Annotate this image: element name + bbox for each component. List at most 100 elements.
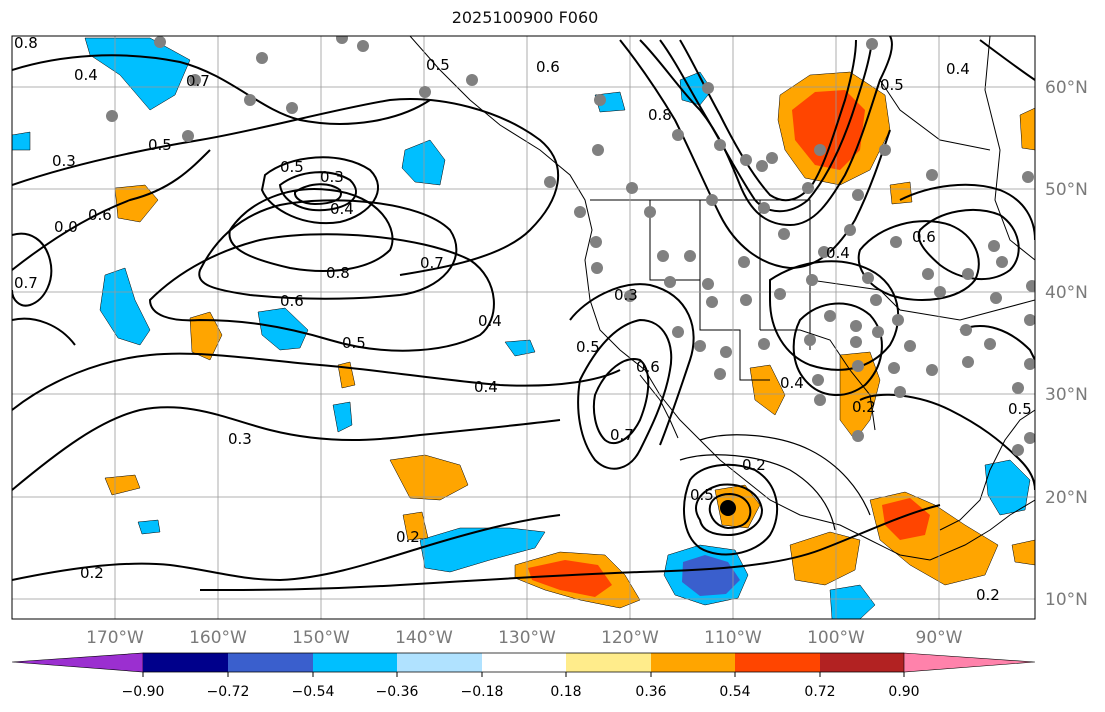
colorbar-tick-label: −0.36 — [376, 684, 419, 700]
negative-patch — [504, 339, 536, 357]
colorbar-tick-label: −0.18 — [461, 684, 504, 700]
positive-patch — [882, 498, 930, 540]
lat-label: 10°N — [1045, 590, 1088, 610]
colorbar-segment — [820, 653, 904, 672]
positive-patch — [402, 511, 429, 541]
contour-label: 0.7 — [610, 426, 634, 444]
longitude-labels: 170°W 160°W 150°W 140°W 130°W 120°W 110°… — [86, 628, 963, 648]
contour-label: 0.5 — [1008, 400, 1032, 418]
contour-label: 0.5 — [280, 158, 304, 176]
contour-label: 0.2 — [852, 398, 876, 416]
contour-label: 0.4 — [780, 374, 804, 392]
map-area: 0.8 0.4 0.3 0.5 0.6 0.7 0.3 0.4 0.5 0.8 … — [12, 34, 1035, 619]
colorbar-segment — [143, 653, 228, 672]
negative-patch — [401, 139, 446, 186]
positive-patch — [1019, 107, 1035, 151]
contour-label: 0.8 — [326, 264, 350, 282]
positive-patch — [839, 351, 881, 441]
lat-label: 20°N — [1045, 488, 1088, 508]
contour-label: 0.5 — [690, 486, 714, 504]
map-frame — [11, 35, 1036, 620]
contour-label: 0.4 — [330, 200, 354, 218]
contour-label: 0.5 — [342, 334, 366, 352]
colorbar-tick-label: −0.90 — [122, 684, 165, 700]
colorbar-segment — [397, 653, 482, 672]
contour-label: 0.6 — [88, 206, 112, 224]
contour-label: 0.4 — [826, 244, 850, 262]
contour-label: 0.6 — [636, 358, 660, 376]
contour-label: 0.6 — [536, 58, 560, 76]
positive-patch — [1011, 539, 1035, 566]
lat-label: 40°N — [1045, 283, 1088, 303]
contour-label: 0.2 — [396, 528, 420, 546]
negative-patch — [12, 131, 31, 151]
colorbar-tick-label: 0.18 — [550, 684, 581, 700]
contour-label: 0.5 — [576, 338, 600, 356]
lon-label: 160°W — [189, 628, 247, 648]
contour-label: 0.4 — [946, 60, 970, 78]
colorbar-segment — [313, 653, 397, 672]
lon-label: 140°W — [395, 628, 453, 648]
positive-patch — [389, 454, 469, 501]
contour-label: 0.2 — [742, 456, 766, 474]
negative-patch — [682, 555, 740, 596]
positive-patch — [789, 531, 861, 586]
lon-label: 130°W — [498, 628, 556, 648]
colorbar-segment — [566, 653, 651, 672]
colorbar-tick-label: 0.90 — [888, 684, 919, 700]
lon-label: 120°W — [601, 628, 659, 648]
contour-label: 0.3 — [228, 430, 252, 448]
plot-title: 2025100900 F060 — [451, 8, 599, 27]
contour-label: 0.2 — [80, 564, 104, 582]
contour-label: 0.5 — [148, 136, 172, 154]
contours — [12, 36, 1035, 591]
thin-contours — [679, 434, 871, 531]
latitude-labels: 60°N 50°N 40°N 30°N 20°N 10°N — [1045, 78, 1088, 610]
negative-patch — [99, 267, 151, 346]
lon-label: 90°W — [916, 628, 963, 648]
contour-label: 0.7 — [420, 254, 444, 272]
cyclone-center-marker — [720, 500, 736, 516]
contour-label: 0.6 — [912, 228, 936, 246]
lat-label: 60°N — [1045, 78, 1088, 98]
contour-label: 0.4 — [474, 378, 498, 396]
positive-patch — [749, 364, 786, 416]
colorbar: −0.90 −0.72 −0.54 −0.36 −0.18 0.18 0.36 … — [11, 652, 1036, 700]
positive-patch — [792, 90, 865, 170]
colorbar-segment — [735, 653, 820, 672]
lon-label: 100°W — [807, 628, 865, 648]
colorbar-segment — [903, 652, 1036, 673]
lon-label: 170°W — [86, 628, 144, 648]
contour-label: 0.7 — [186, 72, 210, 90]
grid — [12, 36, 1035, 619]
colorbar-tick-label: 0.72 — [804, 684, 835, 700]
colorbar-segment — [11, 652, 144, 673]
contour-label: 0.0 — [54, 218, 78, 236]
contour-label: 0.5 — [880, 76, 904, 94]
negative-patch — [332, 401, 353, 433]
colorbar-tick-label: 0.54 — [719, 684, 750, 700]
station-dots — [106, 36, 1035, 456]
contour-label: 0.6 — [280, 292, 304, 310]
positive-patch — [104, 474, 141, 496]
lat-label: 30°N — [1045, 385, 1088, 405]
contour-label: 0.3 — [52, 152, 76, 170]
contour-label: 0.3 — [614, 286, 638, 304]
contour-label: 0.7 — [14, 274, 38, 292]
contour-labels: 0.8 0.4 0.3 0.5 0.6 0.7 0.3 0.4 0.5 0.8 … — [14, 34, 1032, 604]
negative-patch — [137, 519, 161, 535]
contour-label: 0.2 — [976, 586, 1000, 604]
positive-patch — [889, 181, 913, 205]
lon-label: 150°W — [292, 628, 350, 648]
lat-label: 50°N — [1045, 180, 1088, 200]
contour-label: 0.3 — [320, 168, 344, 186]
colorbar-tick-label: −0.72 — [207, 684, 250, 700]
contour-label: 0.8 — [14, 34, 38, 52]
colorbar-tick-label: −0.54 — [292, 684, 335, 700]
positive-patch — [528, 560, 612, 597]
colorbar-segment — [482, 653, 566, 672]
contour-label: 0.5 — [426, 56, 450, 74]
colorbar-segment — [228, 653, 313, 672]
colorbar-tick-label: 0.36 — [635, 684, 666, 700]
